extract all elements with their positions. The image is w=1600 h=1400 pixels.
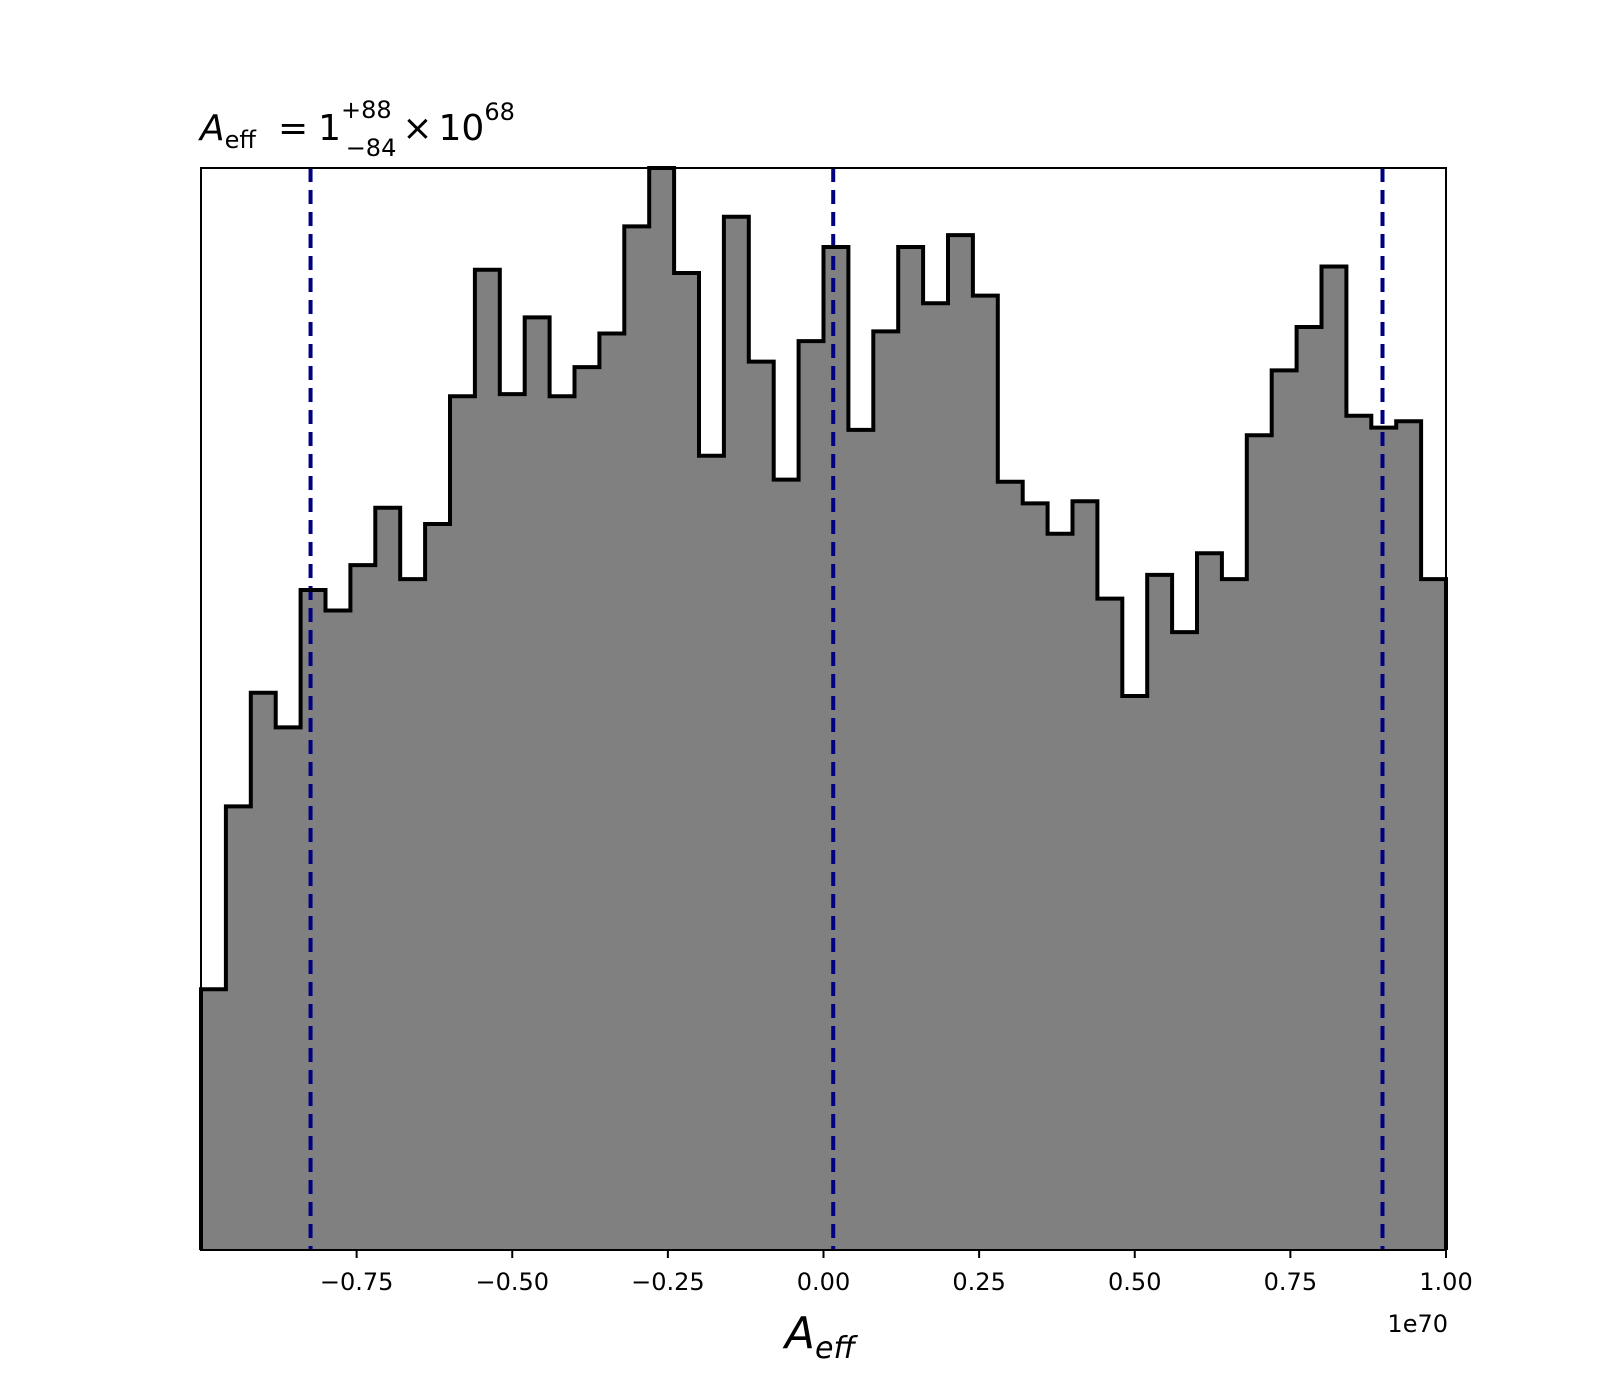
x-tick-label: −0.75 bbox=[320, 1268, 394, 1296]
histogram-outline bbox=[199, 166, 1448, 1250]
vertical-lines bbox=[308, 168, 1385, 1250]
x-axis-offset-label: 1e70 bbox=[1387, 1310, 1448, 1338]
x-tick-label: 0.50 bbox=[1108, 1268, 1161, 1296]
x-axis-label: Aeff bbox=[782, 1308, 859, 1366]
x-axis-label-sub: eff bbox=[815, 1331, 858, 1366]
title-base: 10 bbox=[439, 108, 485, 149]
title-exponent: 68 bbox=[484, 98, 515, 126]
x-tick-label: 0.75 bbox=[1264, 1268, 1317, 1296]
title-times: × bbox=[402, 108, 432, 149]
title-sub: −84 bbox=[346, 134, 397, 162]
x-tick-label: 1.00 bbox=[1419, 1268, 1472, 1296]
chart-title: Aeff = 1+88 −84 × 1068 bbox=[198, 96, 515, 162]
x-tick-label: −0.50 bbox=[475, 1268, 549, 1296]
x-tick-label: 0.25 bbox=[952, 1268, 1005, 1296]
title-sup: +88 bbox=[341, 96, 392, 124]
title-symbol: A bbox=[198, 108, 225, 149]
x-tick-label: −0.25 bbox=[631, 1268, 705, 1296]
title-equals: = bbox=[278, 108, 308, 149]
x-axis-ticks: −0.75 −0.50 −0.25 0.00 0.25 0.50 0.75 1.00 bbox=[320, 1250, 1473, 1296]
x-tick-label: 0.00 bbox=[797, 1268, 850, 1296]
title-symbol-sub: eff bbox=[225, 126, 257, 154]
x-axis-label-symbol: A bbox=[782, 1308, 815, 1359]
title-mantissa: 1 bbox=[318, 108, 341, 149]
histogram-fill bbox=[201, 168, 1446, 1250]
